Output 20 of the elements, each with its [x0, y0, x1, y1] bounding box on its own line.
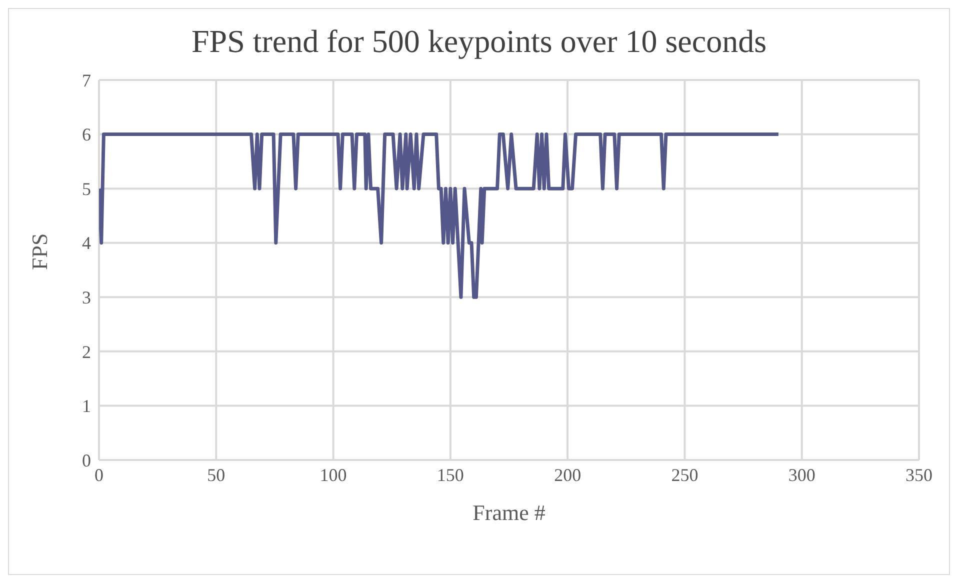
x-tick-label: 100: [320, 464, 347, 485]
y-tick-label: 5: [82, 178, 91, 199]
y-tick-label: 1: [82, 396, 91, 416]
y-tick-label: 3: [82, 288, 91, 308]
x-tick-label: 200: [554, 464, 582, 485]
y-tick-label: 2: [82, 342, 91, 362]
x-tick-label: 250: [671, 464, 698, 485]
line-series: [99, 132, 780, 299]
x-tick-label: 150: [436, 464, 464, 485]
y-tick-label: 6: [82, 124, 91, 145]
x-axis-title: Frame #: [472, 500, 546, 525]
x-tick-label: 50: [207, 464, 226, 485]
y-tick-label: 7: [82, 70, 91, 90]
y-tick-label: 0: [82, 450, 91, 470]
x-tick-label: 0: [94, 464, 104, 485]
chart-title: FPS trend for 500 keypoints over 10 seconds: [190, 23, 768, 60]
x-tick-label: 350: [906, 464, 932, 485]
y-axis-title: FPS: [26, 233, 52, 270]
y-tick-label: 4: [82, 233, 91, 254]
x-tick-label: 300: [788, 464, 816, 485]
